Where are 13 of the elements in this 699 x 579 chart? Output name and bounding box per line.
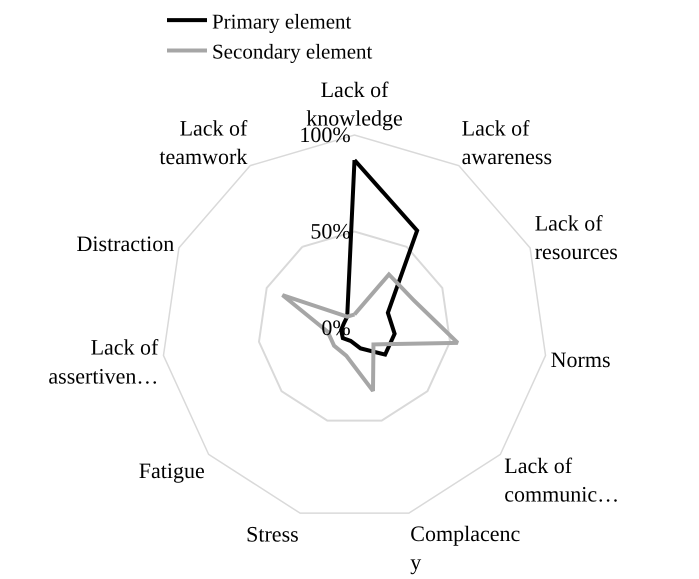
- spoke-label: Lack of communic…: [504, 453, 620, 507]
- spoke-label: Fatigue: [138, 458, 205, 483]
- spoke-label: Lack of assertiven…: [48, 334, 160, 388]
- spoke-label: Complacenc y: [410, 520, 521, 574]
- spoke-label: Stress: [246, 521, 299, 546]
- spoke-label: Lack of awareness: [462, 115, 552, 170]
- spoke-label: Lack of resources: [534, 210, 618, 264]
- spoke-label: Distraction: [76, 230, 174, 256]
- spoke-label: Lack of teamwork: [159, 115, 248, 170]
- spoke-label: Norms: [550, 346, 611, 372]
- legend-label: Primary element: [212, 9, 352, 34]
- y-tick-label: 50%: [310, 218, 351, 244]
- legend-label: Secondary element: [212, 40, 373, 64]
